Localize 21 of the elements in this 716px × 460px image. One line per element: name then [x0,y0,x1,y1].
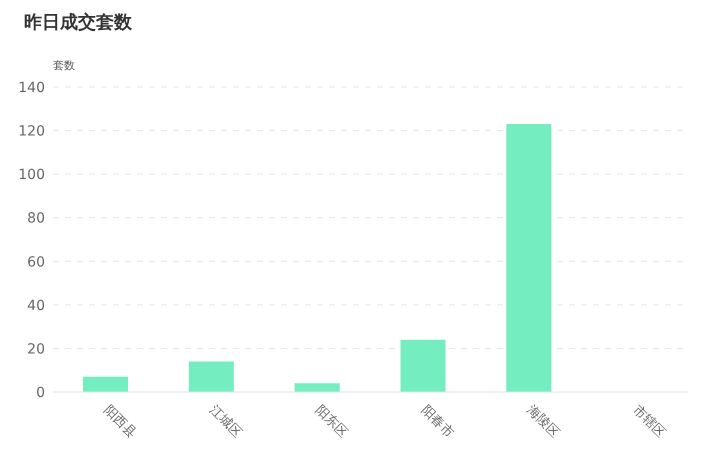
y-tick-label: 100 [18,167,45,184]
x-tick-label: 海陵区 [524,402,562,441]
x-tick-label: 阳东区 [312,402,350,441]
y-tick-label: 140 [18,80,45,96]
y-tick-label: 40 [27,298,45,314]
x-tick-label: 市辖区 [630,402,668,441]
bar [294,383,340,392]
y-tick-label: 20 [27,341,45,358]
chart-title: 昨日成交套数 [24,11,132,34]
bar [506,124,552,392]
y-tick-label: 60 [27,254,45,270]
x-tick-label: 江城区 [206,402,245,441]
x-tick-label: 阳西县 [100,402,139,441]
y-axis-title: 套数 [53,58,75,73]
bar [83,376,128,392]
bar [188,362,234,392]
bar [400,340,446,392]
y-tick-label: 80 [27,210,45,227]
y-tick-label: 120 [18,124,45,140]
y-tick-label: 0 [36,384,45,401]
x-tick-label: 阳春市 [418,402,456,441]
